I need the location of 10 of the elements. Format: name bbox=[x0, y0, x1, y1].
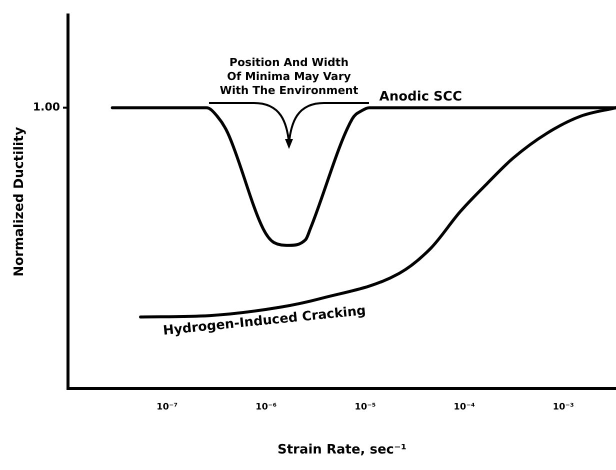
x-tick-label: 10⁻⁷ bbox=[156, 402, 178, 412]
x-axis-title: Strain Rate, sec⁻¹ bbox=[277, 442, 407, 458]
y-axis-title: Normalized Ductility bbox=[12, 126, 28, 277]
x-tick-label: 10⁻⁵ bbox=[354, 402, 376, 412]
text: Position And Width Of Minima May Vary With The Environment bbox=[220, 56, 358, 97]
text: 1.00 bbox=[32, 100, 60, 114]
x-tick-label: 10⁻⁶ bbox=[256, 402, 277, 412]
x-tick-label: 10⁻⁴ bbox=[454, 402, 475, 412]
x-tick-label: 10⁻³ bbox=[552, 402, 574, 412]
series-label: Anodic SCC bbox=[379, 90, 462, 105]
